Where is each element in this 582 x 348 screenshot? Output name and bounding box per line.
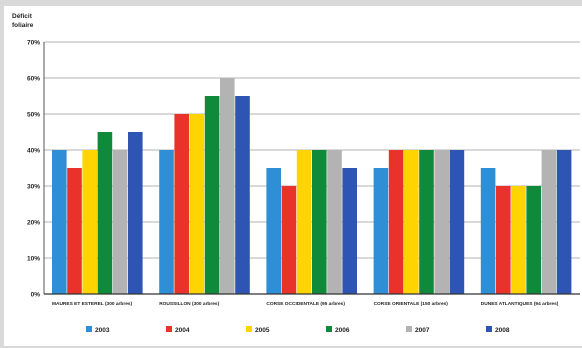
legend-item: 2007: [406, 326, 430, 334]
bar: [404, 150, 419, 294]
y-tick-label: 30%: [27, 184, 40, 191]
legend-item: 2004: [166, 326, 190, 334]
legend-label: 2007: [415, 327, 430, 334]
y-axis-label-line-2: foliaire: [12, 22, 34, 29]
bar: [419, 150, 434, 294]
bar: [526, 186, 541, 294]
bar: [496, 186, 511, 294]
bar: [434, 150, 449, 294]
x-tick-label: MAURES ET ESTEREL (300 arbres): [52, 301, 133, 307]
y-tick-label: 0%: [31, 292, 41, 299]
legend-swatch: [86, 326, 92, 332]
bar: [511, 186, 526, 294]
x-axis: MAURES ET ESTEREL (300 arbres) ROUSSILLON…: [44, 293, 580, 307]
y-tick-label: 20%: [27, 220, 40, 227]
bar-group: [266, 150, 357, 294]
bar: [112, 150, 128, 294]
legend: 2003 2004 2005 2006 2007 2008: [86, 326, 510, 334]
legend-item: 2005: [246, 326, 270, 334]
bar-chart: Déficit foliaire 0% 10% 20% 30% 40% 50% 60% 70%…: [12, 13, 580, 334]
bar: [97, 132, 113, 294]
bar: [449, 150, 465, 294]
y-tick-label: 60%: [27, 76, 40, 83]
legend-item: 2006: [326, 326, 350, 334]
legend-label: 2004: [175, 327, 190, 334]
bar: [174, 114, 189, 294]
bar: [220, 78, 235, 294]
y-axis-label-line-1: Déficit: [12, 13, 33, 20]
legend-label: 2006: [335, 327, 350, 334]
bar: [480, 168, 496, 294]
bar: [204, 96, 220, 294]
bar-group: [480, 150, 572, 294]
bar: [312, 150, 327, 294]
legend-swatch: [246, 326, 252, 332]
bar: [556, 150, 572, 294]
x-tick-label: CORSE OCCIDENTALE (95 arbres): [266, 301, 345, 307]
legend-swatch: [166, 326, 172, 332]
chart-frame: Déficit foliaire 0% 10% 20% 30% 40% 50% 60% 70%…: [4, 6, 582, 346]
y-tick-label: 70%: [27, 40, 40, 47]
y-axis-label: Déficit foliaire: [12, 13, 34, 29]
bar: [541, 150, 557, 294]
legend-label: 2008: [495, 327, 510, 334]
x-tick-label: DUNES ATLANTIQUES (94 arbres): [481, 301, 559, 307]
bar-group: [159, 78, 250, 294]
bar: [159, 150, 174, 294]
y-axis: 0% 10% 20% 30% 40% 50% 60% 70%: [27, 40, 45, 299]
legend-item: 2003: [86, 326, 110, 334]
bar: [52, 150, 67, 294]
x-tick-label: CORSE ORIENTALE (150 arbres): [374, 301, 449, 307]
legend-swatch: [406, 326, 412, 332]
x-tick-label: ROUSSILLON (300 arbres): [159, 301, 219, 307]
bar: [373, 168, 389, 294]
legend-item: 2008: [486, 326, 510, 334]
bar: [296, 150, 312, 294]
bar: [128, 132, 143, 294]
legend-swatch: [486, 326, 492, 332]
bar: [388, 150, 404, 294]
bar: [342, 168, 357, 294]
legend-label: 2003: [95, 327, 110, 334]
bar: [67, 168, 82, 294]
bars: [52, 78, 572, 294]
bar: [266, 168, 281, 294]
bar: [82, 150, 97, 294]
y-tick-label: 40%: [27, 148, 40, 155]
bar: [327, 150, 342, 294]
legend-label: 2005: [255, 327, 270, 334]
bar-group: [373, 150, 465, 294]
legend-swatch: [326, 326, 332, 332]
bar: [189, 114, 205, 294]
y-tick-label: 10%: [27, 256, 40, 263]
y-tick-label: 50%: [27, 112, 40, 119]
bar-group: [52, 132, 143, 294]
bar: [235, 96, 250, 294]
bar: [281, 186, 297, 294]
